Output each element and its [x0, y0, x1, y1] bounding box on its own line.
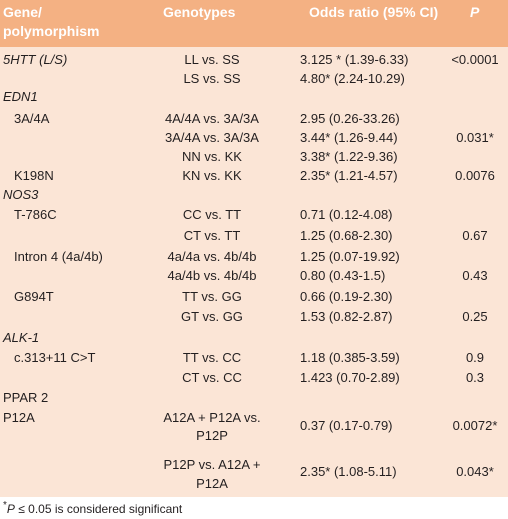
- genotype-cell: KN vs. KK: [182, 168, 242, 183]
- genotype-cell: CT vs. TT: [183, 228, 241, 243]
- table-footnote: *P ≤ 0.05 is considered significant: [3, 500, 183, 516]
- footnote-p-symbol: P: [6, 502, 15, 516]
- odds-ratio-cell: 0.37 (0.17-0.79): [300, 418, 393, 433]
- header-gene: Gene/: [3, 4, 42, 20]
- genotype-cell: NN vs. KK: [182, 149, 242, 164]
- p-value-cell: 0.0072*: [452, 418, 498, 433]
- genotype-cell: P12P vs. A12A +: [163, 457, 261, 472]
- polymorphism-p12a: P12A: [3, 410, 35, 425]
- odds-ratio-cell: 0.80 (0.43-1.5): [300, 268, 386, 283]
- odds-ratio-cell: 0.71 (0.12-4.08): [300, 207, 393, 222]
- header-polymorphism: polymorphism: [3, 23, 100, 39]
- genotype-cell: LL vs. SS: [184, 52, 240, 67]
- polymorphism-t786c: T-786C: [14, 207, 57, 222]
- footnote-text: ≤ 0.05 is considered significant: [14, 502, 183, 516]
- header-p: P: [470, 4, 480, 20]
- gene-nos3: NOS3: [3, 187, 39, 202]
- gene-ppar2: PPAR 2: [3, 390, 49, 405]
- p-value-cell: 0.043*: [456, 464, 494, 479]
- genotype-cell: CT vs. CC: [182, 370, 242, 385]
- genotype-cell: TT vs. CC: [182, 350, 242, 365]
- odds-ratio-cell: 1.25 (0.07-19.92): [300, 249, 400, 264]
- genetic-association-table: Gene/ polymorphism Genotypes Odds ratio …: [0, 0, 508, 497]
- p-value-cell: 0.3: [465, 370, 485, 385]
- p-value-cell: 0.9: [465, 350, 485, 365]
- genotype-cell: A12A + P12A vs.: [163, 410, 261, 425]
- genotype-cell: 4a/4b vs. 4b/4b: [167, 268, 257, 283]
- header-odds-ratio: Odds ratio (95% CI): [309, 4, 439, 20]
- odds-ratio-cell: 1.25 (0.68-2.30): [300, 228, 393, 243]
- header-genotypes: Genotypes: [163, 4, 236, 20]
- genotype-cell-continued: P12P: [196, 428, 228, 443]
- odds-ratio-cell: 1.423 (0.70-2.89): [300, 370, 400, 385]
- gene-edn1: EDN1: [3, 89, 38, 104]
- p-value-cell: 0.25: [462, 309, 488, 324]
- odds-ratio-cell: 2.35* (1.21-4.57): [300, 168, 398, 183]
- odds-ratio-cell: 3.125 * (1.39-6.33): [300, 52, 409, 67]
- odds-ratio-cell: 0.66 (0.19-2.30): [300, 289, 393, 304]
- odds-ratio-cell: 2.35* (1.08-5.11): [300, 464, 397, 479]
- odds-ratio-cell: 4.80* (2.24-10.29): [300, 71, 405, 86]
- genotype-cell: CC vs. TT: [182, 207, 242, 222]
- genotype-cell: 3A/4A vs. 3A/3A: [165, 130, 259, 145]
- odds-ratio-cell: 1.53 (0.82-2.87): [300, 309, 393, 324]
- polymorphism-intron4: Intron 4 (4a/4b): [14, 249, 103, 264]
- polymorphism-3a-4a: 3A/4A: [14, 111, 50, 126]
- p-value-cell: 0.031*: [456, 130, 494, 145]
- p-value-cell: 0.67: [462, 228, 488, 243]
- genotype-cell: GT vs. GG: [181, 309, 243, 324]
- gene-alk1: ALK-1: [3, 330, 40, 345]
- p-value-cell: 0.0076: [455, 168, 495, 183]
- genotype-cell: 4A/4A vs. 3A/3A: [165, 111, 259, 126]
- p-value-cell: <0.0001: [451, 52, 499, 67]
- odds-ratio-cell: 3.44* (1.26-9.44): [300, 130, 398, 145]
- genotype-cell: TT vs. GG: [182, 289, 242, 304]
- genotype-cell-continued: P12A: [196, 476, 228, 491]
- polymorphism-k198n: K198N: [14, 168, 54, 183]
- odds-ratio-cell: 3.38* (1.22-9.36): [300, 149, 398, 164]
- genotype-cell: LS vs. SS: [183, 71, 241, 86]
- odds-ratio-cell: 1.18 (0.385-3.59): [300, 350, 400, 365]
- table-header: [0, 0, 508, 47]
- polymorphism-c313: c.313+11 C>T: [14, 350, 96, 365]
- odds-ratio-cell: 2.95 (0.26-33.26): [300, 111, 400, 126]
- polymorphism-g894t: G894T: [14, 289, 54, 304]
- genotype-cell: 4a/4a vs. 4b/4b: [167, 249, 257, 264]
- p-value-cell: 0.43: [462, 268, 488, 283]
- gene-5htt: 5HTT (L/S): [3, 52, 68, 67]
